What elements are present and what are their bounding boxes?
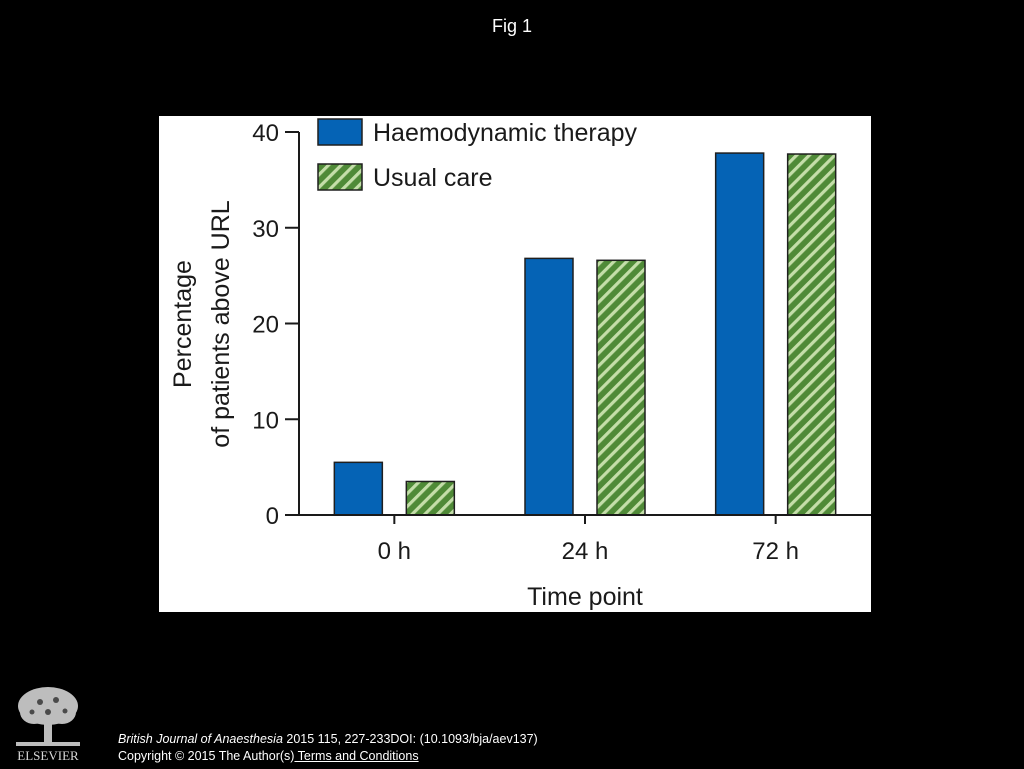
y-tick-label: 40	[252, 120, 279, 147]
y-axis-title-line: of patients above URL	[207, 200, 235, 447]
publisher-wordmark: ELSEVIER	[17, 748, 79, 763]
figure-panel: 0 h 24 h 72 h 0 10 20 30 40 Time point Percentage…	[159, 116, 871, 612]
slide-title: Fig 1	[491, 16, 533, 36]
bar-haemodynamic-0h	[333, 461, 384, 516]
copyright-line: Copyright © 2015 The Author(s) Terms and…	[118, 748, 538, 765]
x-tick-label: 24 h	[562, 538, 609, 565]
y-axis-title-line: Percentage	[169, 260, 197, 388]
terms-and-conditions-link[interactable]: Terms and Conditions	[294, 749, 419, 763]
x-tick-label: 72 h	[752, 538, 799, 565]
y-tick-label: 10	[252, 407, 279, 434]
bar-haemodynamic-72h	[714, 152, 765, 516]
bar-usual-care-72h	[786, 153, 837, 516]
legend-label: Usual care	[373, 164, 493, 192]
journal-name: British Journal of Anaesthesia	[118, 732, 283, 746]
bar-usual-care-24h	[596, 259, 646, 516]
copyright-text: Copyright © 2015 The Author(s)	[118, 749, 295, 763]
y-tick-label: 20	[252, 312, 279, 339]
bar-usual-care-0h	[405, 480, 456, 516]
legend-label: Haemodynamic therapy	[373, 119, 638, 147]
x-axis-title: Time point	[527, 583, 643, 611]
citation-block: British Journal of Anaesthesia 2015 115,…	[118, 731, 538, 765]
x-tick-label: 0 h	[378, 538, 411, 565]
elsevier-logo: ELSEVIER	[10, 682, 86, 764]
bar-chart: 0 h 24 h 72 h 0 10 20 30 40 Time point Percentage…	[169, 118, 871, 611]
citation-details: 2015 115, 227-233DOI: (10.1093/bja/aev13…	[282, 732, 538, 746]
bar-haemodynamic-24h	[524, 257, 574, 516]
y-tick-label: 0	[266, 503, 279, 530]
y-tick-label: 30	[252, 216, 279, 243]
legend-swatch	[317, 163, 363, 191]
legend-swatch	[317, 118, 363, 146]
citation-line: British Journal of Anaesthesia 2015 115,…	[118, 731, 538, 748]
